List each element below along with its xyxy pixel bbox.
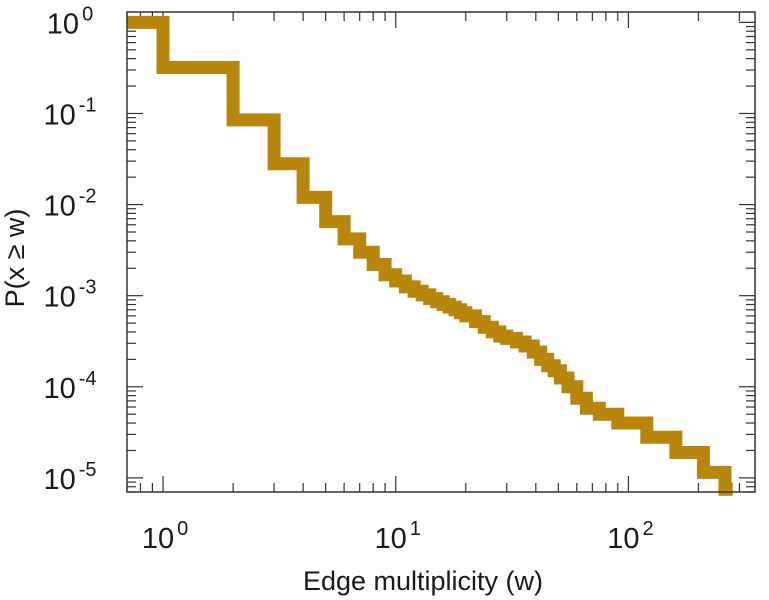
x-tick-label-base: 10 <box>142 523 174 555</box>
y-tick-label: 10 0 <box>47 3 93 40</box>
y-tick-label-base: 10 <box>43 99 75 131</box>
y-tick-label-exponent: -3 <box>79 277 97 299</box>
series-layer <box>127 15 733 496</box>
axis-ticks <box>126 12 755 493</box>
x-tick-label: 10 0 <box>142 518 188 555</box>
series-line-0 <box>127 15 733 496</box>
x-tick-label-exponent: 0 <box>177 518 188 540</box>
y-tick-label-base: 10 <box>43 464 75 496</box>
x-tick-label: 10 2 <box>607 518 653 555</box>
y-tick-label: 10 -1 <box>43 94 96 131</box>
y-tick-label-base: 10 <box>43 282 75 314</box>
y-tick-label-exponent: -2 <box>79 186 97 208</box>
y-tick-label: 10 -5 <box>43 459 96 496</box>
x-tick-label-base: 10 <box>375 523 407 555</box>
y-axis-title: P(x ≥ w) <box>0 209 30 308</box>
y-tick-label: 10 -2 <box>43 186 96 223</box>
x-tick-label-exponent: 2 <box>642 518 653 540</box>
y-tick-label-exponent: 0 <box>82 3 93 25</box>
y-tick-label: 10 -3 <box>43 277 96 314</box>
x-tick-label-exponent: 1 <box>410 518 421 540</box>
y-tick-label-exponent: -4 <box>79 368 97 390</box>
x-tick-label: 10 1 <box>375 518 421 555</box>
y-tick-label-base: 10 <box>47 8 79 40</box>
y-tick-label-base: 10 <box>43 191 75 223</box>
y-tick-label-exponent: -5 <box>79 459 97 481</box>
y-tick-label-exponent: -1 <box>79 94 97 116</box>
y-tick-label-base: 10 <box>43 373 75 405</box>
x-axis-title: Edge multiplicity (w) <box>303 566 543 596</box>
tick-labels: 10 0 10 1 10 210 010 -110 -210 -310 -410 -5 <box>43 3 653 555</box>
x-tick-label-base: 10 <box>607 523 639 555</box>
plot-frame <box>126 11 756 493</box>
y-tick-label: 10 -4 <box>43 368 96 405</box>
